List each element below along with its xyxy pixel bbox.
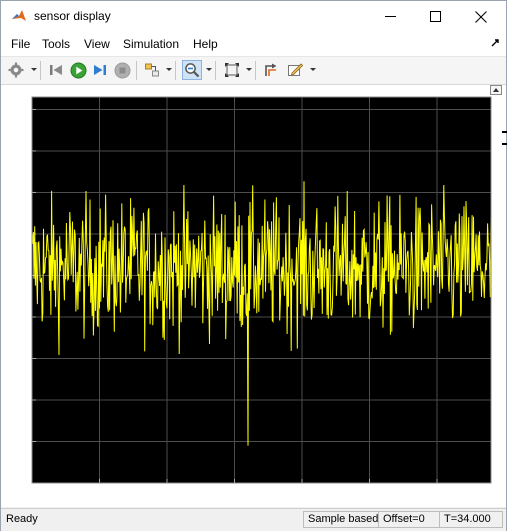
menu-simulation[interactable]: Simulation <box>123 37 180 51</box>
menu-file[interactable]: File <box>11 37 31 51</box>
axes-frame <box>31 96 492 484</box>
run-button[interactable] <box>68 60 88 80</box>
y-tick-label: 1220 <box>8 354 31 365</box>
minimize-icon <box>384 16 396 17</box>
toolbar-separator <box>175 61 176 80</box>
highlight-block-button[interactable] <box>142 60 162 80</box>
close-button[interactable] <box>458 1 504 32</box>
status-bar: Ready Sample based Offset=0 T=34.000 <box>1 508 506 531</box>
zoom-dropdown-arrow[interactable] <box>206 68 212 71</box>
highlight-dropdown-arrow[interactable] <box>166 68 172 71</box>
menu-bar: File Tools View Simulation Help <box>1 32 506 56</box>
maximize-icon <box>429 11 441 22</box>
expand-icon <box>493 88 499 92</box>
menu-tools[interactable]: Tools <box>42 37 71 51</box>
y-tick-label: 1210 <box>8 396 31 407</box>
zoom-in-icon <box>185 63 200 78</box>
fit-dropdown-arrow[interactable] <box>246 68 252 71</box>
x-tick-label: 5 <box>96 487 102 499</box>
toolbar-separator <box>40 61 41 80</box>
y-tick-label: 1230 <box>8 313 31 324</box>
stop-button[interactable] <box>112 60 132 80</box>
status-time: T=34.000 <box>439 511 503 528</box>
y-tick-label: 1260 <box>8 188 31 199</box>
settings-button[interactable] <box>6 60 26 80</box>
settings-icon <box>8 62 24 78</box>
window-title: sensor display <box>34 9 111 23</box>
y-tick-label: 1190 <box>8 479 30 490</box>
style-dropdown-arrow[interactable] <box>310 68 316 71</box>
window-edge-marker <box>502 131 507 145</box>
x-tick-label: 10 <box>161 487 173 499</box>
x-tick-label: 25 <box>363 487 375 499</box>
signal-select-icon <box>265 63 277 76</box>
y-axis-ticks: 1190 1200 1210 1220 1230 1240 1250 1260 1270 1280 <box>8 105 36 490</box>
toolbar-separator <box>255 61 256 80</box>
x-axis-ticks: 0 5 10 15 20 25 30 <box>29 479 443 499</box>
style-button[interactable] <box>285 60 305 80</box>
scope-plot[interactable]: 0 5 10 15 20 25 30 1190 1200 1210 1220 1230 1240 125… <box>1 85 506 507</box>
signal-select-button[interactable] <box>261 60 281 80</box>
zoom-to-fit-button[interactable] <box>222 60 242 80</box>
run-icon <box>70 62 86 78</box>
toolbar <box>1 56 506 85</box>
step-forward-icon <box>94 65 106 75</box>
status-mode: Sample based <box>303 511 379 528</box>
expand-legend-button[interactable] <box>490 85 502 95</box>
x-tick-label: 30 <box>431 487 443 499</box>
y-tick-label: 1270 <box>8 147 31 158</box>
menu-view[interactable]: View <box>84 37 110 51</box>
y-tick-label: 1240 <box>8 271 31 282</box>
maximize-button[interactable] <box>412 1 458 32</box>
menu-help[interactable]: Help <box>193 37 218 51</box>
y-tick-label: 1280 <box>8 105 31 116</box>
toolbar-separator <box>136 61 137 80</box>
y-tick-label: 1250 <box>8 230 31 241</box>
highlight-block-icon <box>145 63 159 77</box>
close-icon <box>475 10 487 23</box>
zoom-in-button[interactable] <box>182 60 202 80</box>
matlab-icon <box>12 10 26 21</box>
minimize-button[interactable] <box>367 1 413 32</box>
x-tick-label: 15 <box>228 487 240 499</box>
x-tick-label: 20 <box>296 487 308 499</box>
toolbar-separator <box>215 61 216 80</box>
step-forward-button[interactable] <box>90 60 110 80</box>
zoom-to-fit-icon <box>225 63 239 77</box>
y-tick-label: 1200 <box>8 437 31 448</box>
status-ready: Ready <box>6 513 38 525</box>
step-back-icon <box>50 65 62 75</box>
stop-icon <box>114 62 130 78</box>
dock-pin-icon[interactable] <box>490 38 500 48</box>
x-tick-label: 0 <box>29 487 35 499</box>
title-bar: sensor display <box>1 1 506 32</box>
signal-trace <box>31 181 492 446</box>
style-icon <box>288 63 303 76</box>
step-back-button[interactable] <box>46 60 66 80</box>
settings-dropdown-arrow[interactable] <box>31 68 37 71</box>
status-offset: Offset=0 <box>378 511 440 528</box>
